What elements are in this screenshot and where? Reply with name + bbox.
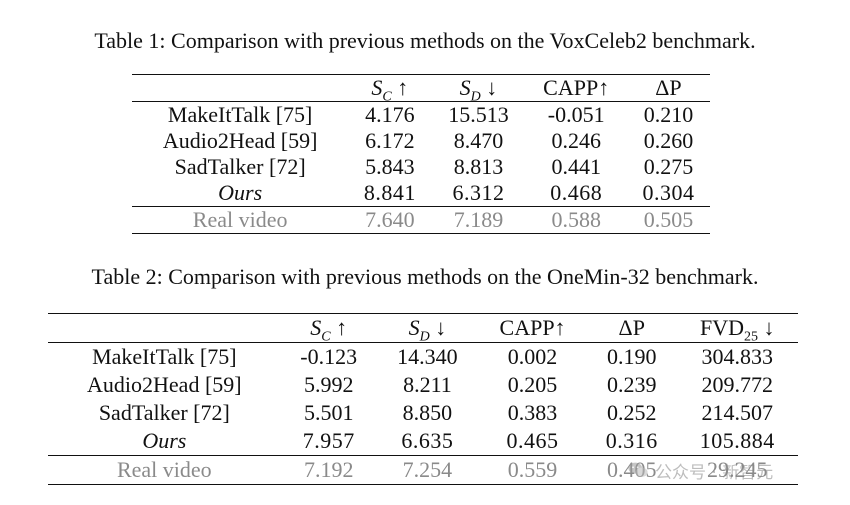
table1-value-cell: 0.275 bbox=[643, 154, 694, 179]
table1-method-cell: MakeItTalk [75] bbox=[167, 102, 313, 127]
table2-method-cell: Ours bbox=[142, 428, 187, 453]
table2-method-cell: Real video bbox=[116, 457, 212, 482]
table1-value-cell: 6.312 bbox=[452, 180, 505, 205]
table2-value-cell: 14.340 bbox=[397, 344, 458, 369]
table1-value-cell: 0.505 bbox=[643, 207, 694, 232]
table2-header-method bbox=[48, 314, 281, 343]
table2-value-cell: 304.833 bbox=[701, 344, 773, 369]
table2-value-cell: 214.507 bbox=[701, 400, 773, 425]
table1-header-sc: SC ↑ bbox=[371, 75, 409, 105]
table-row: Audio2Head [59] 6.172 8.470 0.246 0.260 bbox=[132, 128, 710, 154]
table2-value-cell: 0.190 bbox=[606, 344, 657, 369]
table-row: MakeItTalk [75] 4.176 15.513 -0.051 0.21… bbox=[132, 102, 710, 129]
table2-value-cell: 8.211 bbox=[403, 372, 452, 397]
table2-value-cell: 0.383 bbox=[507, 400, 558, 425]
table1-value-cell: 15.513 bbox=[448, 102, 509, 127]
table-row: Audio2Head [59] 5.992 8.211 0.205 0.239 … bbox=[48, 371, 798, 399]
table2-value-cell: 29.245 bbox=[706, 457, 768, 482]
table1-method-cell: Audio2Head [59] bbox=[162, 128, 318, 153]
table1-value-cell: 0.210 bbox=[643, 102, 694, 127]
table2-value-cell: 0.205 bbox=[507, 372, 558, 397]
table2-method-cell: MakeItTalk [75] bbox=[92, 344, 237, 369]
table1-value-cell: 8.813 bbox=[453, 154, 504, 179]
table1-header-row: SC ↑ SD ↓ CAPP↑ ΔP bbox=[132, 74, 710, 105]
watermark: 公众号 · 新智元 bbox=[627, 456, 773, 484]
table-row: SadTalker [72] 5.843 8.813 0.441 0.275 bbox=[132, 154, 710, 180]
table2-value-cell: 7.192 bbox=[303, 457, 354, 482]
table2-header-deltap: ΔP bbox=[618, 315, 645, 340]
table2-onemin32: SC ↑ SD ↓ CAPP↑ ΔP FVD25 ↓ MakeItTalk [7… bbox=[48, 313, 798, 485]
table2-value-cell: 7.254 bbox=[402, 457, 453, 482]
table2-value-cell: 105.884 bbox=[699, 428, 775, 453]
table2-value-cell: 0.239 bbox=[606, 372, 657, 397]
table1-value-cell: 8.841 bbox=[363, 180, 416, 205]
table1-value-cell: 0.468 bbox=[550, 180, 603, 205]
table1-method-cell: Real video bbox=[192, 207, 288, 232]
table1-header-deltap: ΔP bbox=[655, 75, 682, 100]
table2-header-row: SC ↑ SD ↓ CAPP↑ ΔP FVD25 ↓ bbox=[48, 313, 798, 345]
table1-value-cell: 0.260 bbox=[643, 128, 694, 153]
table-row-real-video: Real video 7.192 7.254 0.559 0.405 29.24… bbox=[48, 455, 798, 485]
table2-value-cell: 0.252 bbox=[606, 400, 657, 425]
table2-value-cell: 7.957 bbox=[302, 428, 355, 453]
table1-value-cell: 0.304 bbox=[642, 180, 695, 205]
table-row-real-video: Real video 7.640 7.189 0.588 0.505 bbox=[132, 206, 710, 234]
table-row-ours: Ours 7.957 6.635 0.465 0.316 105.884 bbox=[48, 427, 798, 456]
table2-method-cell: SadTalker [72] bbox=[98, 400, 230, 425]
table2-value-cell: 0.002 bbox=[507, 344, 558, 369]
table1-value-cell: 4.176 bbox=[365, 102, 415, 127]
table2-value-cell: 5.501 bbox=[303, 400, 354, 425]
table1-method-cell: Ours bbox=[218, 180, 263, 205]
table2-value-cell: 6.635 bbox=[401, 428, 454, 453]
table1-header-method bbox=[132, 75, 348, 102]
table2-value-cell: 0.316 bbox=[605, 428, 658, 453]
table2-value-cell: 0.465 bbox=[506, 428, 559, 453]
table2-header-capp: CAPP↑ bbox=[499, 315, 566, 340]
watermark-text: 公众号 · 新智元 bbox=[655, 462, 774, 483]
table1-value-cell: 6.172 bbox=[365, 128, 415, 153]
table-row: SadTalker [72] 5.501 8.850 0.383 0.252 2… bbox=[48, 399, 798, 427]
table1-value-cell: 0.588 bbox=[551, 207, 601, 232]
table2-value-cell: 0.559 bbox=[507, 457, 558, 482]
table1-header-sd: SD ↓ bbox=[459, 75, 498, 105]
table2-header-fvd: FVD25 ↓ bbox=[699, 315, 775, 345]
table2-caption: Table 2: Comparison with previous method… bbox=[91, 264, 759, 289]
table1-value-cell: 0.246 bbox=[551, 128, 601, 153]
table2-header-sd: SD ↓ bbox=[408, 315, 447, 345]
table2-method-cell: Audio2Head [59] bbox=[87, 372, 242, 397]
table1-value-cell: 0.441 bbox=[551, 154, 601, 179]
wechat-icon bbox=[628, 462, 648, 478]
table1-value-cell: 8.470 bbox=[453, 128, 504, 153]
table1-value-cell: 7.640 bbox=[365, 207, 415, 232]
table-row-ours: Ours 8.841 6.312 0.468 0.304 bbox=[132, 180, 710, 207]
table1-voxceleb2: SC ↑ SD ↓ CAPP↑ ΔP MakeItTalk [75] 4.176… bbox=[132, 74, 710, 234]
table-row: MakeItTalk [75] -0.123 14.340 0.002 0.19… bbox=[48, 343, 798, 372]
table1-header-capp: CAPP↑ bbox=[543, 75, 610, 100]
table1-value-cell: -0.051 bbox=[547, 102, 605, 127]
table1-method-cell: SadTalker [72] bbox=[174, 154, 306, 179]
table1-caption: Table 1: Comparison with previous method… bbox=[94, 28, 756, 53]
table1-value-cell: 5.843 bbox=[365, 154, 415, 179]
table2-value-cell: 5.992 bbox=[303, 372, 354, 397]
table2-value-cell: -0.123 bbox=[300, 344, 358, 369]
table2-header-sc: SC ↑ bbox=[310, 315, 348, 345]
table2-value-cell: 8.850 bbox=[402, 400, 453, 425]
table2-value-cell: 209.772 bbox=[701, 372, 773, 397]
table1-value-cell: 7.189 bbox=[453, 207, 504, 232]
